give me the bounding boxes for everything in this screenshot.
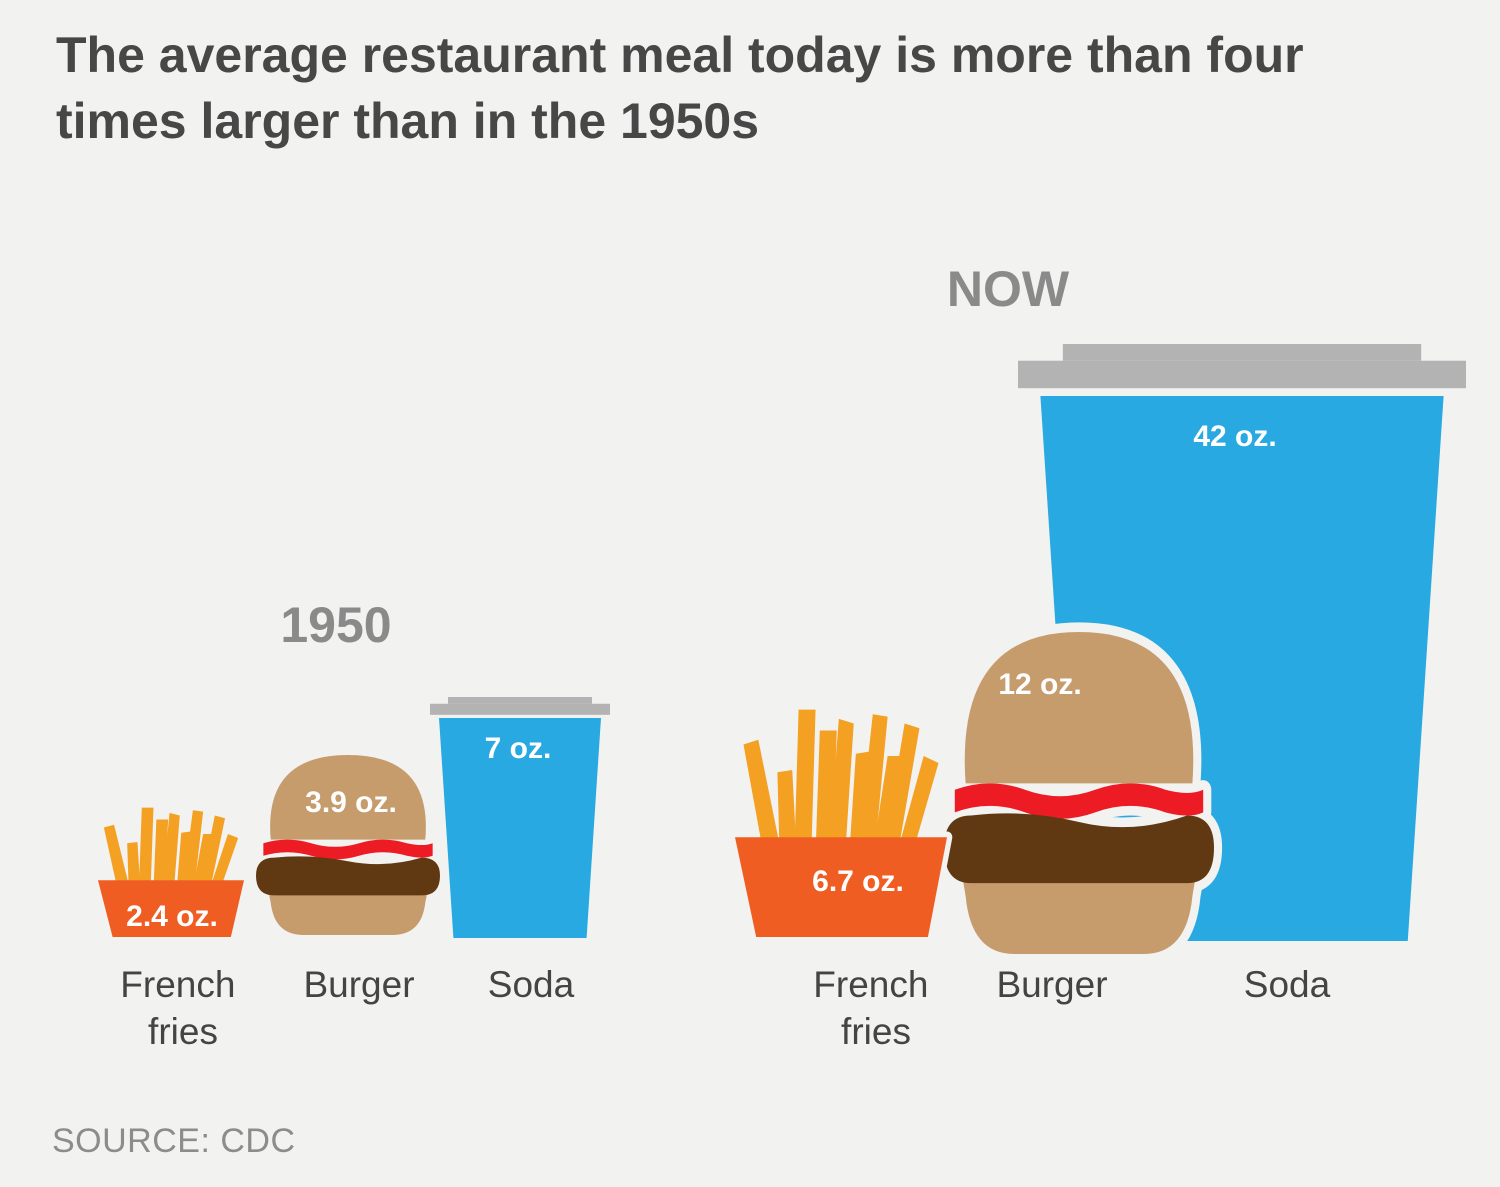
value-label-burger-1950: 3.9 oz.: [305, 786, 397, 819]
value-label-soda-now: 42 oz.: [1193, 420, 1276, 453]
category-label-burger-1950: Burger: [303, 964, 414, 1005]
fries-icon: [735, 710, 947, 937]
burger-icon: [256, 755, 440, 935]
group-label-1950: 1950: [280, 597, 391, 653]
category-label-burger-now: Burger: [996, 964, 1107, 1005]
value-label-fries-1950: 2.4 oz.: [126, 900, 218, 933]
category-label-soda-now: Soda: [1244, 964, 1331, 1005]
value-label-fries-now: 6.7 oz.: [812, 865, 904, 898]
value-label-burger-now: 12 oz.: [998, 668, 1081, 701]
group-label-now: NOW: [947, 261, 1070, 317]
value-label-soda-1950: 7 oz.: [485, 732, 552, 765]
category-label-soda-1950: Soda: [488, 964, 575, 1005]
source-note: SOURCE: CDC: [52, 1122, 296, 1160]
category-label-fries-1950: French fries: [120, 964, 245, 1052]
page-title: The average restaurant meal today is mor…: [56, 27, 1304, 149]
category-label-fries-now: French fries: [813, 964, 938, 1052]
